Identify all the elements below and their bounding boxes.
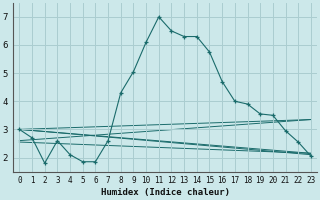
- X-axis label: Humidex (Indice chaleur): Humidex (Indice chaleur): [100, 188, 230, 197]
